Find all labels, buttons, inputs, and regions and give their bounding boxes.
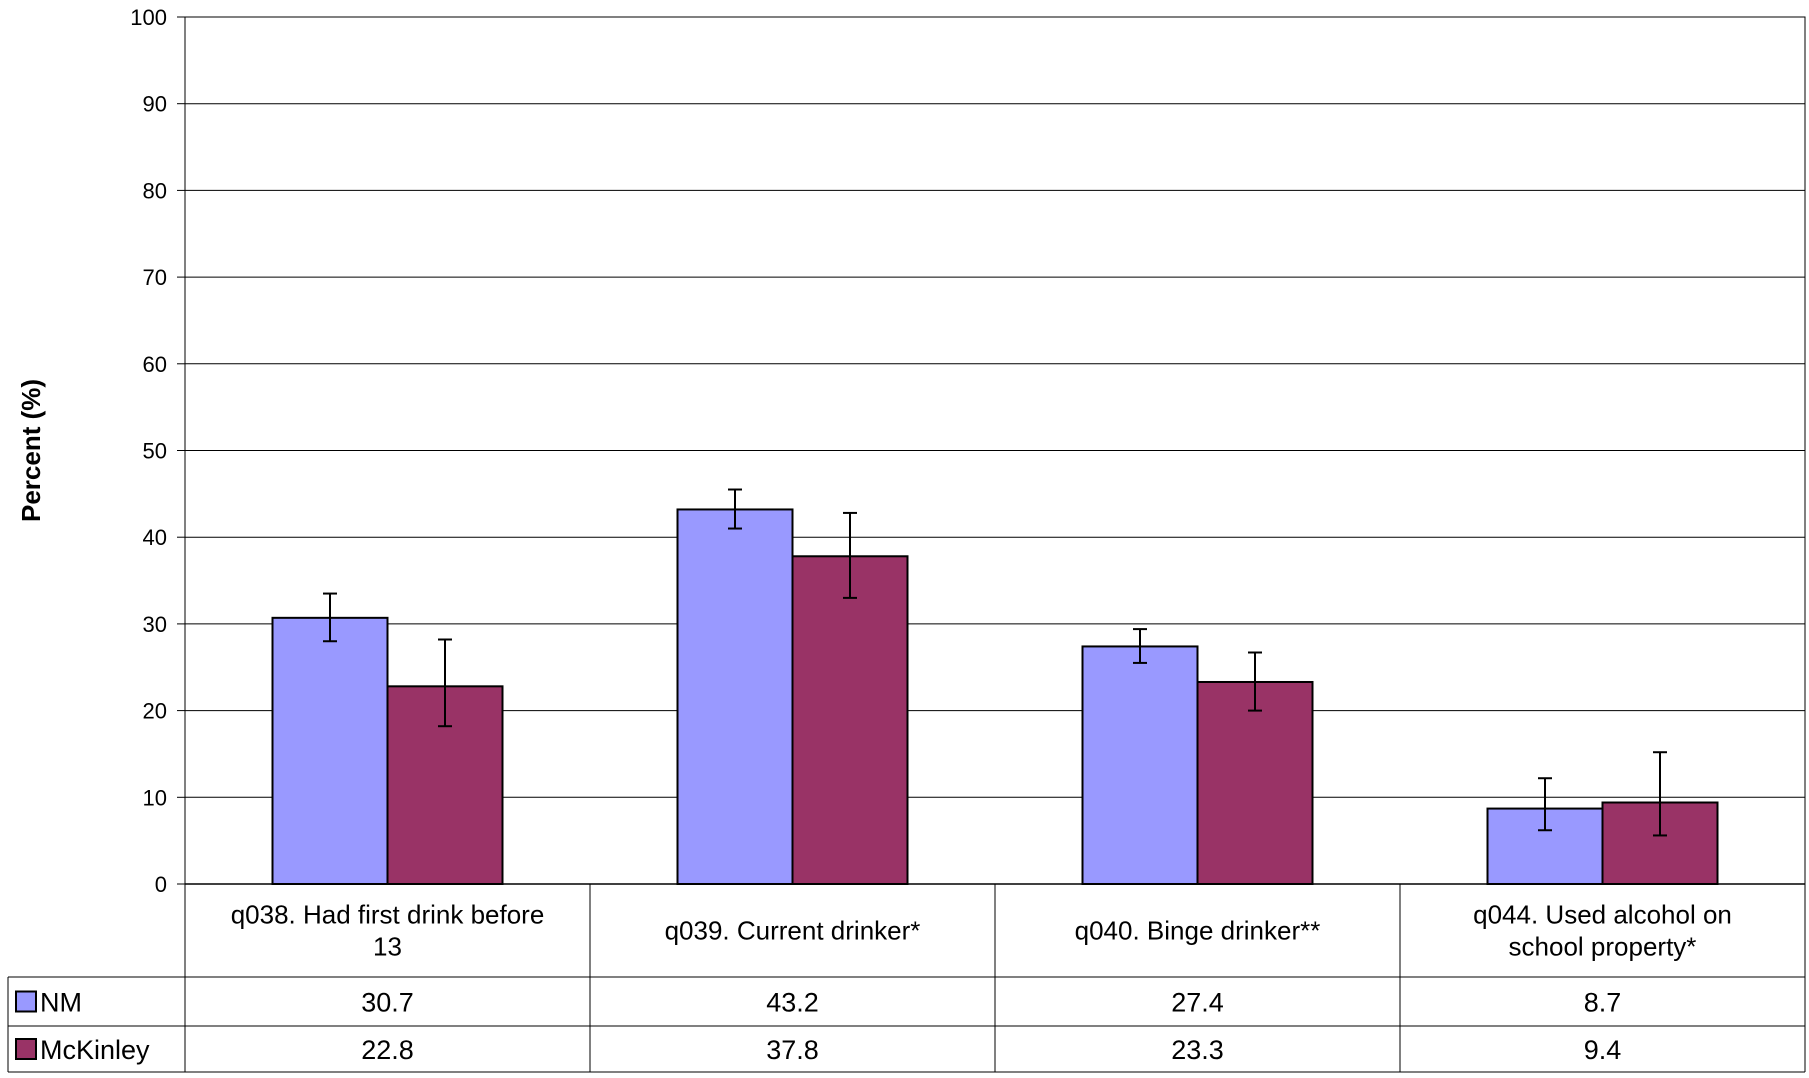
- data-label: 27.4: [1171, 988, 1224, 1018]
- bar: [791, 555, 909, 885]
- legend-swatch: [15, 1038, 37, 1060]
- bar: [1196, 680, 1314, 886]
- y-tick-label: 80: [143, 178, 167, 203]
- legend-label: NM: [40, 988, 82, 1018]
- category-label: q039. Current drinker*: [665, 916, 921, 946]
- y-tick-label: 0: [155, 872, 167, 897]
- data-label: 22.8: [361, 1035, 414, 1065]
- y-tick-label: 50: [143, 439, 167, 464]
- data-label: 8.7: [1584, 988, 1622, 1018]
- y-axis-label: Percent (%): [16, 379, 46, 522]
- y-tick-label: 10: [143, 785, 167, 810]
- data-label: 9.4: [1584, 1035, 1622, 1065]
- data-label: 23.3: [1171, 1035, 1224, 1065]
- legend-label: McKinley: [40, 1035, 150, 1065]
- data-label: 37.8: [766, 1035, 819, 1065]
- bar: [1081, 645, 1199, 886]
- y-tick-label: 70: [143, 265, 167, 290]
- y-tick-label: 100: [130, 5, 167, 30]
- legend-swatch: [15, 990, 37, 1013]
- data-label: 43.2: [766, 988, 819, 1018]
- category-label: q044. Used alcohol on school property*: [1473, 900, 1732, 962]
- y-tick-label: 30: [143, 612, 167, 637]
- category-label: q040. Binge drinker**: [1075, 916, 1321, 946]
- y-tick-label: 90: [143, 92, 167, 117]
- bar: [271, 616, 389, 885]
- category-label: q038. Had first drink before 13: [231, 900, 545, 962]
- bar: [676, 508, 794, 885]
- y-tick-label: 60: [143, 352, 167, 377]
- data-label: 30.7: [361, 988, 414, 1018]
- y-tick-label: 40: [143, 525, 167, 550]
- y-tick-label: 20: [143, 699, 167, 724]
